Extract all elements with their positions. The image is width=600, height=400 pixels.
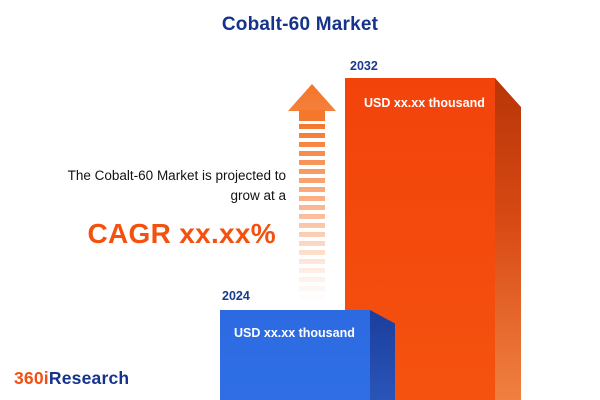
growth-arrow-neck <box>299 110 325 121</box>
growth-arrow-icon <box>288 84 336 111</box>
bar-2024-value-label: USD xx.xx thousand <box>234 326 355 340</box>
page-title: Cobalt-60 Market <box>221 14 379 35</box>
bar-2024-year-label: 2024 <box>222 289 250 303</box>
bar-2032-value-label: USD xx.xx thousand <box>364 96 485 110</box>
logo-360iresearch: 360iResearch <box>14 368 129 389</box>
bar-2032-side-face <box>495 78 521 400</box>
logo-part-navy: Research <box>48 368 130 388</box>
projection-text: The Cobalt-60 Market is projected to gro… <box>8 166 286 255</box>
logo-part-orange: 360i <box>14 368 49 388</box>
bar-2024-side-face <box>370 310 395 400</box>
projection-line1: The Cobalt-60 Market is projected to <box>67 168 286 183</box>
cagr-value: CAGR xx.xx% <box>87 218 276 250</box>
growth-arrow-dashes <box>299 124 325 302</box>
projection-line2: grow at a <box>230 187 286 203</box>
bar-2032-year-label: 2032 <box>350 59 378 73</box>
bar-2024 <box>220 310 370 400</box>
